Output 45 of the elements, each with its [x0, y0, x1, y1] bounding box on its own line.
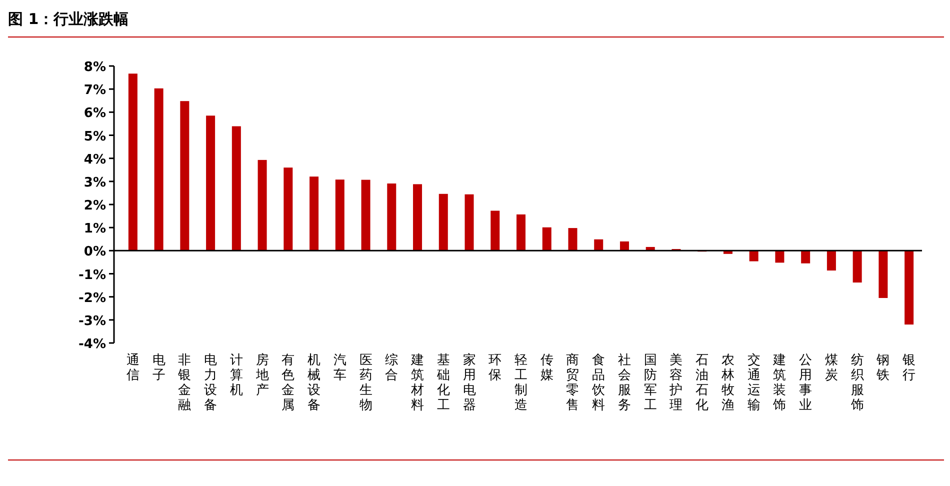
x-tick-label: 美容护理: [668, 352, 683, 413]
x-tick-label: 社会服务: [618, 353, 631, 413]
x-tick-label: 轻工制造: [514, 353, 528, 413]
x-tick-label: 综合: [385, 353, 398, 383]
x-tick-label: 国防军工: [644, 353, 657, 413]
x-tick-label: 公用事业: [799, 353, 812, 413]
y-tick-label: 3%: [84, 175, 106, 190]
x-tick-label: 电子: [152, 353, 166, 383]
x-tick-label: 煤炭: [824, 353, 838, 383]
y-tick-label: 6%: [84, 106, 106, 122]
x-tick-label: 环保: [488, 353, 502, 383]
y-tick-label: 5%: [84, 129, 106, 144]
x-tick-label: 家用电器: [462, 352, 476, 413]
x-tick-label: 通信: [126, 353, 140, 383]
y-tick-label: -2%: [78, 290, 106, 306]
x-tick-label: 汽车: [333, 353, 346, 383]
y-tick-label: 1%: [84, 222, 106, 237]
x-tick-label: 钢铁: [876, 353, 890, 383]
x-tick-label: 计算机: [230, 353, 243, 398]
y-tick-label: 2%: [84, 198, 106, 214]
x-tick-label: 银行: [902, 353, 916, 383]
x-tick-label: 医药生物: [359, 353, 372, 413]
chart-title: 图 1：行业涨跌幅: [8, 10, 129, 28]
x-tick-label: 农林牧渔: [720, 353, 734, 413]
x-tick-label: 纺织服饰: [850, 353, 864, 413]
x-tick-label: 基础化工: [436, 353, 450, 413]
y-tick-label: 7%: [84, 83, 106, 98]
x-tick-label: 石油石化: [696, 353, 709, 413]
x-tick-label: 交通运输: [747, 352, 760, 413]
x-tick-label: 电力设备: [204, 353, 218, 413]
x-tick-label: 商贸零售: [566, 353, 580, 413]
x-tick-label: 房地产: [254, 352, 269, 398]
x-tick-label: 机械设备: [308, 353, 321, 413]
y-tick-label: -4%: [78, 337, 106, 352]
y-tick-label: 0%: [84, 244, 106, 260]
y-tick-label: 8%: [84, 60, 106, 75]
x-tick-label: 传媒: [540, 353, 554, 383]
y-tick-label: 4%: [84, 152, 106, 168]
x-tick-label: 建筑装饰: [772, 353, 786, 413]
x-tick-label: 非银金融: [177, 353, 192, 413]
x-tick-label: 有色金属: [282, 353, 295, 413]
y-tick-label: -3%: [78, 314, 106, 329]
x-tick-label: 食品饮料: [591, 353, 606, 413]
y-tick-label: -1%: [78, 268, 106, 283]
x-tick-label: 建筑材料: [410, 353, 424, 413]
